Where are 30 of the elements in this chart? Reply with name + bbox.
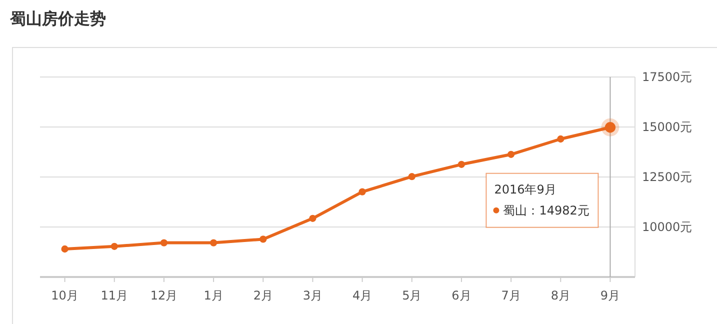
x-tick-label: 6月 (452, 288, 472, 302)
point (557, 135, 564, 143)
point (61, 245, 68, 253)
point (507, 150, 515, 158)
point (110, 242, 118, 250)
x-tick-label: 9月 (600, 288, 620, 302)
point (160, 239, 168, 246)
annotation: 2016年9月 (494, 182, 556, 196)
point (210, 239, 218, 246)
point (309, 214, 316, 222)
point (408, 173, 416, 180)
x-tick-label: 7月 (501, 288, 521, 302)
annotation: 蜀山：14982元 (503, 203, 590, 218)
y-tick-label: 15000元 (642, 120, 692, 134)
x-tick-label: 5月 (402, 288, 422, 302)
x-tick-label: 3月 (302, 288, 323, 302)
point (358, 188, 366, 196)
x-tick-label: 4月 (352, 288, 372, 302)
x-tick-label: 2月 (253, 288, 273, 302)
x-tick-label: 11月 (100, 288, 128, 302)
x-tick-label: 10月 (51, 288, 78, 302)
x-tick-label: 12月 (150, 288, 178, 302)
x-tick-label: 8月 (550, 288, 570, 302)
y-tick-label: 17500元 (642, 70, 692, 84)
x-tick-label: 1月 (204, 288, 224, 302)
point (458, 160, 466, 168)
y-tick-label: 12500元 (642, 170, 692, 184)
y-tick-label: 10000元 (642, 220, 692, 234)
point (260, 236, 267, 243)
chart-title: 蜀山房价走势 (9, 9, 106, 28)
